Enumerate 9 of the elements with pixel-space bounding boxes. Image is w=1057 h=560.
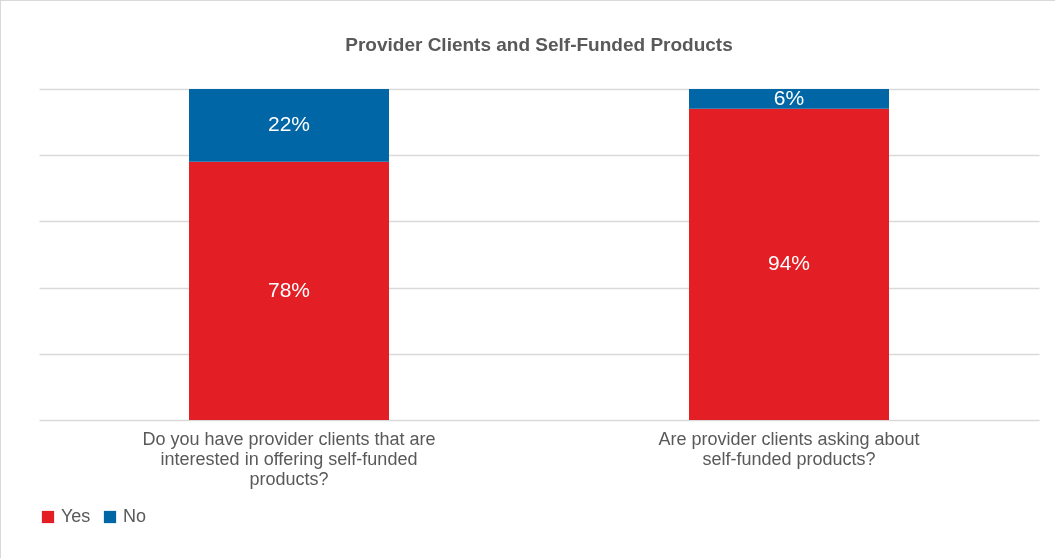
data-label: 94% (767, 251, 811, 275)
data-label: 22% (267, 112, 311, 136)
x-tick-label: Are provider clients asking about self-funded products? (658, 428, 920, 469)
data-label: 6% (773, 85, 805, 109)
legend-label: No (123, 506, 147, 526)
chart-title: Provider Clients and Self-Funded Products (345, 33, 733, 55)
x-tick-label: Do you have provider clients that are interested in offering self-funded products? (142, 428, 436, 489)
legend-label: Yes (61, 506, 91, 526)
data-label: 78% (267, 277, 311, 301)
